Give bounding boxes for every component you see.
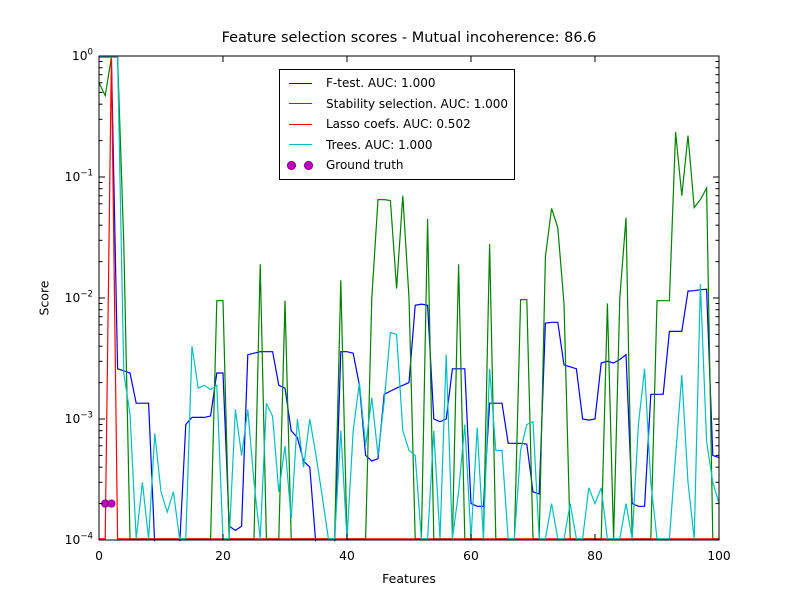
y-tick-label-3: 10−3 <box>65 411 93 427</box>
x-tick-label-5: 100 <box>707 549 730 563</box>
x-tick-label-4: 80 <box>587 549 603 563</box>
x-axis-label: Features <box>382 571 436 586</box>
legend: F-test. AUC: 1.000 Stability selection. A… <box>279 69 516 180</box>
axis-ticks <box>98 55 720 541</box>
legend-item-label: Ground truth <box>326 158 404 173</box>
legend-line-swatch-icon <box>285 123 326 125</box>
series-line-0 <box>99 56 720 542</box>
y-tick-label-1: 10−1 <box>65 169 93 185</box>
legend-line-swatch-icon <box>285 103 326 105</box>
plot-series <box>98 56 720 542</box>
legend-item-label: Lasso coefs. AUC: 0.502 <box>326 117 471 132</box>
x-tick-label-0: 0 <box>95 549 103 563</box>
legend-item-label: Trees. AUC: 1.000 <box>326 137 433 152</box>
legend-item-0: F-test. AUC: 1.000 <box>280 73 508 94</box>
x-tick-label-2: 40 <box>339 549 355 563</box>
x-tick-labels: 0 20 40 60 80 100 <box>95 549 731 563</box>
legend-item-4: Ground truth <box>280 155 508 176</box>
legend-line-swatch-icon <box>285 82 326 84</box>
ground-truth-dot-1 <box>107 499 116 508</box>
x-tick-label-3: 60 <box>463 549 479 563</box>
legend-item-1: Stability selection. AUC: 1.000 <box>280 94 508 115</box>
legend-marker-swatch-icon <box>285 160 326 170</box>
y-tick-label-0: 100 <box>72 48 93 64</box>
legend-line-swatch-icon <box>285 144 326 146</box>
chart-title: Feature selection scores - Mutual incohe… <box>221 30 597 46</box>
legend-item-label: F-test. AUC: 1.000 <box>326 76 436 91</box>
series-line-3 <box>99 56 720 540</box>
ground-truth-markers <box>101 499 116 508</box>
y-tick-label-2: 10−2 <box>65 290 93 306</box>
y-tick-labels: 100 10−1 10−2 10−3 10−4 <box>65 48 93 548</box>
series-line-2 <box>99 57 720 540</box>
y-tick-label-4: 10−4 <box>65 532 93 548</box>
legend-item-2: Lasso coefs. AUC: 0.502 <box>280 114 508 135</box>
legend-item-label: Stability selection. AUC: 1.000 <box>326 96 509 111</box>
x-tick-label-1: 20 <box>215 549 231 563</box>
legend-item-3: Trees. AUC: 1.000 <box>280 135 508 156</box>
y-axis-label: Score <box>36 280 52 316</box>
